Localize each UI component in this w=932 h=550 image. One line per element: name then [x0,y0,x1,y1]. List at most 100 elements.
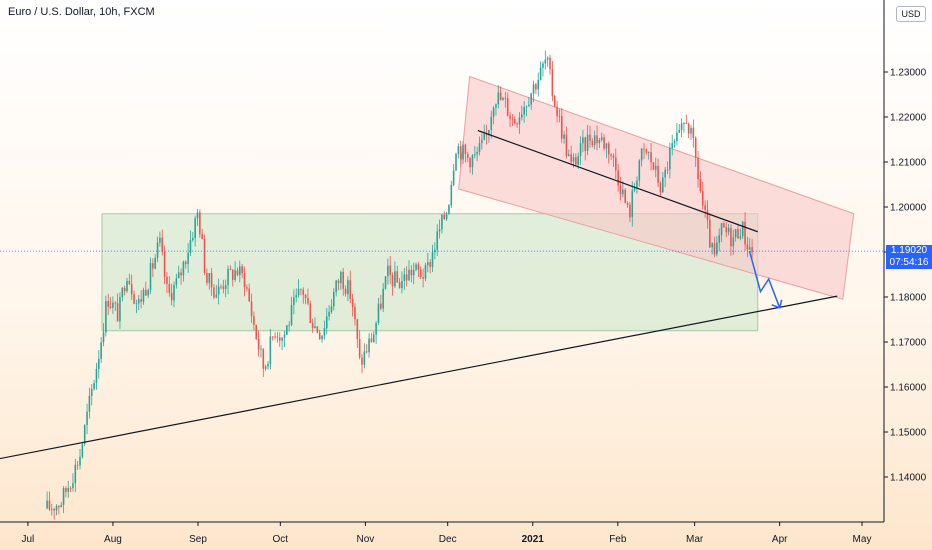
candle-up [415,264,417,270]
y-tick-label: 1.20000 [890,203,927,214]
candle-up [394,271,396,287]
candle-up [95,368,98,383]
candle-up [330,306,333,312]
candle-down [229,268,232,270]
candle-up [462,144,464,160]
candle-up [474,154,476,156]
candle-down [213,287,215,298]
candle-up [530,93,533,105]
candle-down [744,221,746,245]
candle-down [417,264,420,270]
candle-down [107,301,110,307]
candle-up [208,273,211,283]
candle-up [711,243,713,248]
candle-down [513,118,516,124]
candle-up [662,177,664,193]
candle-up [81,444,84,457]
candle-up [83,425,86,445]
projection-path [748,250,781,309]
candle-down [220,286,222,288]
candle-up [720,223,723,236]
candle-up [156,242,159,258]
candle-down [354,306,356,320]
candle-down [713,243,716,255]
candle-down [116,303,119,322]
candle-down [575,157,577,165]
candle-down [398,282,401,289]
x-tick-label: 2021 [522,534,545,545]
candle-down [619,185,622,195]
candle-up [488,129,490,136]
candle-down [210,273,213,288]
candle-down [271,336,274,338]
candle-up [159,237,161,243]
candle-up [525,106,528,108]
candle-up [483,133,486,140]
candle-up [734,229,737,238]
candle-up [126,280,128,292]
candle-up [147,289,149,296]
candle-up [102,332,105,343]
candle-down [133,294,135,304]
candle-down [405,274,408,281]
candle-up [539,67,542,80]
candle-down [706,209,709,220]
candle-down [723,223,725,228]
candle-up [260,348,262,350]
y-tick-label: 1.23000 [890,68,927,79]
candle-down [391,274,394,287]
candle-down [300,288,302,290]
candle-down [645,149,648,153]
candle-down [603,137,605,149]
candle-up [680,123,683,131]
candle-up [683,123,685,125]
candle-up [175,278,178,285]
candle-up [532,84,535,94]
candle-up [121,287,124,298]
candle-up [664,169,666,178]
candle-down [236,270,239,276]
candle-up [333,291,335,307]
candle-down [697,157,699,180]
candle-up [579,143,582,157]
candle-down [657,165,659,183]
candle-down [584,137,587,151]
candle-down [389,265,392,275]
candle-up [654,165,657,170]
candle-up [598,139,601,144]
candle-down [166,276,168,284]
x-tick-label: Jul [22,534,35,545]
candle-up [51,508,53,510]
currency-badge[interactable]: USD [896,6,926,22]
candle-up [227,268,229,286]
candle-up [481,139,483,144]
candle-down [464,144,467,154]
candle-up [495,104,497,108]
candle-down [504,97,507,99]
candle-up [636,180,638,188]
candle-up [448,205,450,214]
candle-up [528,104,530,107]
candle-up [431,252,434,267]
candle-up [293,297,295,305]
candle-down [751,247,753,253]
candle-up [438,229,441,232]
candle-up [173,284,175,301]
candle-up [239,266,241,276]
candle-up [521,114,523,118]
candle-down [248,288,251,302]
candle-up [93,382,95,390]
candle-down [511,118,514,120]
candle-up [537,79,540,90]
candle-down [558,116,561,117]
candle-down [565,134,568,156]
y-tick-label: 1.21000 [890,158,927,169]
candle-up [340,271,342,284]
y-tick-label: 1.14000 [890,473,927,484]
candle-up [452,170,455,185]
candle-up [748,247,751,250]
candle-down [560,116,563,139]
candle-down [168,283,171,293]
candle-up [572,157,575,162]
